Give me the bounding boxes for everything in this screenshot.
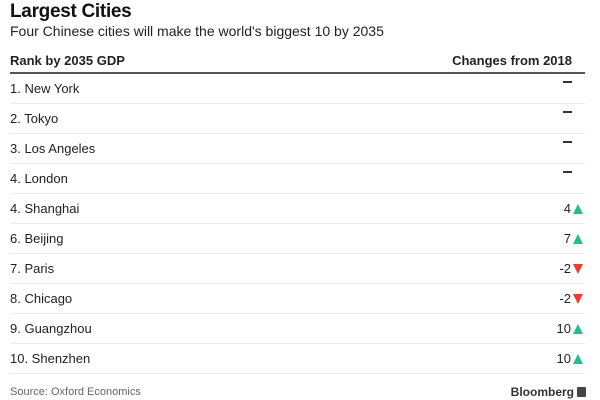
- city-name: 8. Chicago: [10, 291, 73, 306]
- no-change-dash-icon: [563, 81, 572, 83]
- table-header: Rank by 2035 GDP Changes from 2018: [10, 52, 585, 74]
- table-row: 9. Guangzhou 10: [10, 314, 585, 344]
- triangle-up-icon: [573, 323, 583, 334]
- table-row: 1. New York: [10, 74, 585, 104]
- triangle-up-icon: [573, 353, 583, 364]
- header-rank: Rank by 2035 GDP: [10, 53, 125, 68]
- city-name: 1. New York: [10, 81, 80, 96]
- no-change-dash-icon: [563, 111, 572, 113]
- change-value: -2: [559, 291, 571, 306]
- triangle-down-icon: [573, 263, 583, 274]
- chart-subtitle: Four Chinese cities will make the world'…: [10, 23, 384, 39]
- table-row: 2. Tokyo: [10, 104, 585, 134]
- change-cell: [563, 171, 583, 173]
- change-value: 7: [563, 231, 571, 246]
- change-cell: [563, 141, 583, 143]
- table-body: 1. New York 2. Tokyo 3. Los Angeles 4. Lond…: [10, 74, 585, 374]
- chart-title: Largest Cities: [10, 1, 132, 22]
- triangle-up-icon: [573, 233, 583, 244]
- change-cell: -2: [559, 261, 583, 276]
- table-row: 6. Beijing 7: [10, 224, 585, 254]
- brand-name: Bloomberg: [510, 385, 574, 399]
- change-cell: 4: [564, 201, 583, 216]
- change-value: 10: [556, 321, 571, 336]
- triangle-up-icon: [573, 203, 583, 214]
- city-name: 2. Tokyo: [10, 111, 59, 126]
- table-row: 10. Shenzhen 10: [10, 344, 585, 374]
- change-value: -2: [559, 261, 571, 276]
- city-name: 7. Paris: [10, 261, 55, 276]
- change-cell: 10: [557, 351, 583, 366]
- table-row: 4. Shanghai 4: [10, 194, 585, 224]
- city-name: 3. Los Angeles: [10, 141, 96, 156]
- no-change-dash-icon: [563, 171, 572, 173]
- change-cell: 7: [564, 231, 583, 246]
- brand-logo: Bloomberg: [511, 385, 586, 399]
- no-change-dash-icon: [563, 141, 572, 143]
- table-row: 8. Chicago -2: [10, 284, 585, 314]
- bloomberg-icon: [577, 387, 586, 397]
- table-row: 3. Los Angeles: [10, 134, 585, 164]
- city-name: 4. London: [10, 171, 68, 186]
- triangle-down-icon: [573, 293, 583, 304]
- table-row: 7. Paris -2: [10, 254, 585, 284]
- header-change: Changes from 2018: [452, 53, 572, 68]
- change-value: 10: [556, 351, 571, 366]
- city-name: 10. Shenzhen: [10, 351, 91, 366]
- source-note: Source: Oxford Economics: [10, 386, 141, 398]
- change-cell: 10: [557, 321, 583, 336]
- change-cell: [563, 81, 583, 83]
- change-cell: -2: [559, 291, 583, 306]
- change-value: 4: [563, 201, 571, 216]
- city-name: 4. Shanghai: [10, 201, 80, 216]
- table-row: 4. London: [10, 164, 585, 194]
- change-cell: [563, 111, 583, 113]
- city-name: 6. Beijing: [10, 231, 64, 246]
- city-name: 9. Guangzhou: [10, 321, 92, 336]
